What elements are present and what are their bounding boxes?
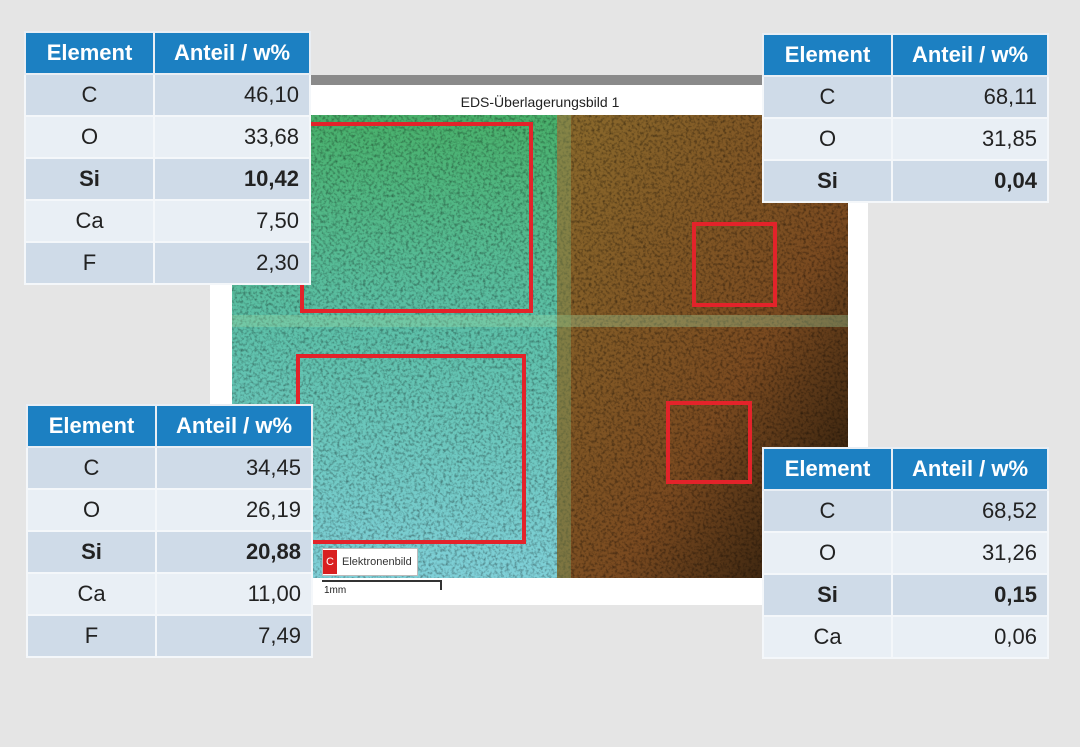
element-cell: Si bbox=[24, 157, 155, 201]
roi-box-1 bbox=[300, 122, 533, 313]
composition-table-top-right: Element Anteil / w% C 68,11 O 31,85 Si 0,04 bbox=[762, 33, 1049, 203]
composition-table-top-left: Element Anteil / w% C 46,10 O 33,68 Si 10,42 Ca 7… bbox=[24, 31, 311, 285]
element-cell: F bbox=[24, 241, 155, 285]
table-header-row: Element Anteil / w% bbox=[762, 447, 1049, 491]
weight-percent-cell: 26,19 bbox=[155, 488, 313, 532]
table-row: O 31,26 bbox=[762, 531, 1049, 575]
header-element: Element bbox=[26, 404, 157, 448]
element-cell: C bbox=[24, 73, 155, 117]
weight-percent-cell: 68,52 bbox=[891, 489, 1049, 533]
weight-percent-cell: 0,06 bbox=[891, 615, 1049, 659]
table-header-row: Element Anteil / w% bbox=[24, 31, 311, 75]
element-cell: Si bbox=[762, 573, 893, 617]
weight-percent-cell: 31,26 bbox=[891, 531, 1049, 575]
element-cell: Si bbox=[762, 159, 893, 203]
element-cell: C bbox=[762, 75, 893, 119]
table-row: Si 0,04 bbox=[762, 159, 1049, 203]
scale-bar bbox=[322, 580, 442, 590]
weight-percent-cell: 20,88 bbox=[155, 530, 313, 574]
header-weight-percent: Anteil / w% bbox=[891, 33, 1049, 77]
table-row: Ca 7,50 bbox=[24, 199, 311, 243]
table-row: C 68,52 bbox=[762, 489, 1049, 533]
table-header-row: Element Anteil / w% bbox=[26, 404, 313, 448]
element-cell: C bbox=[26, 446, 157, 490]
image-title: EDS-Überlagerungsbild 1 bbox=[460, 94, 620, 110]
table-row: F 2,30 bbox=[24, 241, 311, 285]
table-row: F 7,49 bbox=[26, 614, 313, 658]
weight-percent-cell: 31,85 bbox=[891, 117, 1049, 161]
element-cell: Si bbox=[26, 530, 157, 574]
weight-percent-cell: 11,00 bbox=[155, 572, 313, 616]
table-row: O 31,85 bbox=[762, 117, 1049, 161]
table-row: C 46,10 bbox=[24, 73, 311, 117]
roi-box-4 bbox=[666, 401, 752, 484]
composition-table-bottom-right: Element Anteil / w% C 68,52 O 31,26 Si 0,15 Ca 0,… bbox=[762, 447, 1049, 659]
weight-percent-cell: 0,04 bbox=[891, 159, 1049, 203]
composition-table-bottom-left: Element Anteil / w% C 34,45 O 26,19 Si 20,88 Ca 1… bbox=[26, 404, 313, 658]
element-cell: Ca bbox=[762, 615, 893, 659]
image-top-bar bbox=[232, 75, 762, 85]
element-cell: O bbox=[762, 531, 893, 575]
table-row: C 68,11 bbox=[762, 75, 1049, 119]
table-row: Si 20,88 bbox=[26, 530, 313, 574]
header-weight-percent: Anteil / w% bbox=[155, 404, 313, 448]
header-weight-percent: Anteil / w% bbox=[153, 31, 311, 75]
roi-box-3 bbox=[296, 354, 526, 544]
element-cell: F bbox=[26, 614, 157, 658]
weight-percent-cell: 10,42 bbox=[153, 157, 311, 201]
table-row: O 26,19 bbox=[26, 488, 313, 532]
element-cell: O bbox=[24, 115, 155, 159]
legend-label: Elektronenbild bbox=[342, 556, 412, 568]
header-element: Element bbox=[762, 447, 893, 491]
roi-box-2 bbox=[692, 222, 777, 307]
header-element: Element bbox=[762, 33, 893, 77]
eds-overlay-map bbox=[232, 115, 848, 578]
weight-percent-cell: 68,11 bbox=[891, 75, 1049, 119]
table-row: Si 0,15 bbox=[762, 573, 1049, 617]
header-weight-percent: Anteil / w% bbox=[891, 447, 1049, 491]
element-cell: Ca bbox=[24, 199, 155, 243]
element-cell: Ca bbox=[26, 572, 157, 616]
element-cell: O bbox=[26, 488, 157, 532]
element-cell: O bbox=[762, 117, 893, 161]
map-legend: C Elektronenbild bbox=[322, 548, 418, 576]
element-cell: C bbox=[762, 489, 893, 533]
table-row: C 34,45 bbox=[26, 446, 313, 490]
table-row: Ca 0,06 bbox=[762, 615, 1049, 659]
table-header-row: Element Anteil / w% bbox=[762, 33, 1049, 77]
weight-percent-cell: 0,15 bbox=[891, 573, 1049, 617]
table-row: O 33,68 bbox=[24, 115, 311, 159]
weight-percent-cell: 2,30 bbox=[153, 241, 311, 285]
weight-percent-cell: 33,68 bbox=[153, 115, 311, 159]
weight-percent-cell: 46,10 bbox=[153, 73, 311, 117]
scale-label: 1mm bbox=[324, 585, 347, 596]
header-element: Element bbox=[24, 31, 155, 75]
table-row: Si 10,42 bbox=[24, 157, 311, 201]
weight-percent-cell: 7,49 bbox=[155, 614, 313, 658]
weight-percent-cell: 7,50 bbox=[153, 199, 311, 243]
legend-swatch: C bbox=[323, 550, 337, 574]
table-row: Ca 11,00 bbox=[26, 572, 313, 616]
weight-percent-cell: 34,45 bbox=[155, 446, 313, 490]
